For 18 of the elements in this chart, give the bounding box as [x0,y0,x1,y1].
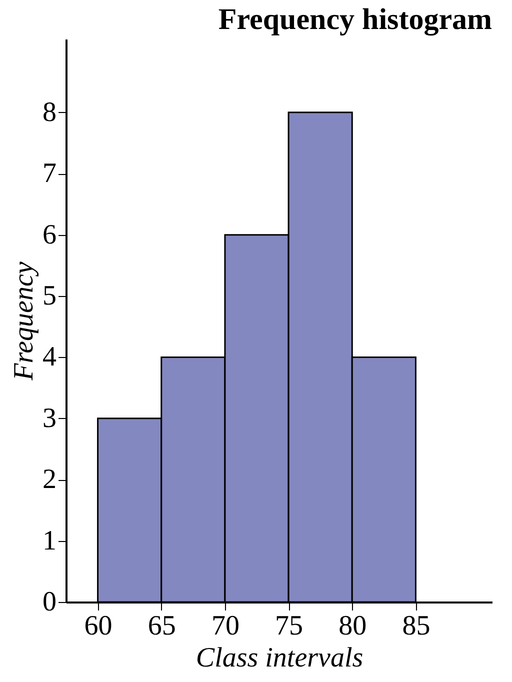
x-axis-title: Class intervals [196,642,364,674]
y-axis-title: Frequency [8,261,40,382]
y-tick-label: 1 [42,525,56,556]
x-tick-label: 80 [338,610,367,642]
y-tick-label: 7 [42,158,56,190]
y-tick-label: 5 [42,280,56,312]
y-tick-label: 3 [42,402,56,434]
y-tick-label: 0 [42,586,56,618]
x-tick-label: 70 [211,610,240,642]
y-tick-label: 8 [42,96,56,128]
x-tick-label: 85 [402,610,430,642]
y-tick-label: 2 [42,464,56,496]
x-tick-label: 75 [275,610,304,642]
x-tick-label: 65 [148,610,176,642]
x-tick-label: 60 [84,610,112,642]
y-tick-label: 6 [42,219,56,250]
chart-title: Frequency histogram [218,3,492,36]
y-tick-label: 4 [42,342,56,373]
